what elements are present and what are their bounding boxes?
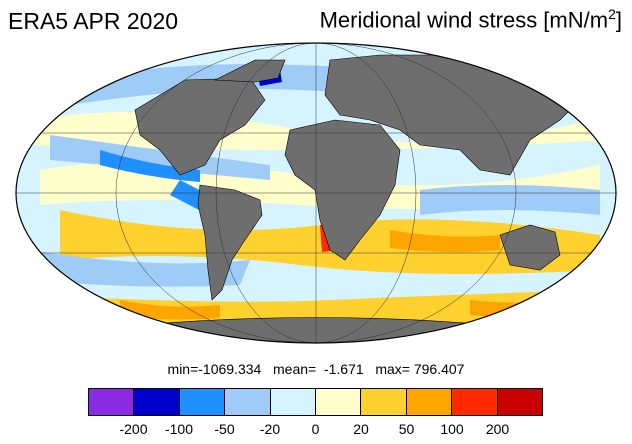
colorbar-tick-label: -100 <box>164 421 194 437</box>
colorbar-swatch-8 <box>452 389 498 415</box>
colorbar-tick-label: 100 <box>440 421 464 437</box>
dataset-title: ERA5 APR 2020 <box>8 8 179 34</box>
colorbar-tick-label: 0 <box>311 421 320 437</box>
colorbar-swatch-2 <box>179 389 226 415</box>
variable-title: Meridional wind stress [mN/m2] <box>319 6 622 33</box>
colorbar <box>88 388 543 416</box>
colorbar-tick-label: -20 <box>259 421 281 437</box>
world-map <box>15 42 617 344</box>
colorbar-tick-label: 200 <box>485 421 510 437</box>
colorbar-swatch-3 <box>225 389 271 415</box>
colorbar-swatch-7 <box>406 389 453 415</box>
colorbar-tick-label: -200 <box>119 421 148 437</box>
colorbar-swatch-6 <box>361 389 407 415</box>
colorbar-swatch-1 <box>134 389 180 415</box>
colorbar-tick-label: -50 <box>214 421 235 437</box>
colorbar-ticks: -200 -100 -50 -20 0 20 50 100 200 <box>0 421 632 441</box>
graticule <box>16 43 616 343</box>
colorbar-swatch-0 <box>89 389 135 415</box>
field-statistics: min=-1069.334 mean= -1.671 max= 796.407 <box>167 361 465 377</box>
globe-outline <box>15 42 617 344</box>
ocean-field <box>16 43 616 343</box>
colorbar-swatch-4 <box>270 389 317 415</box>
colorbar-swatch-9 <box>497 389 543 415</box>
colorbar-swatch-5 <box>316 389 362 415</box>
colorbar-tick-label: 20 <box>353 421 369 437</box>
colorbar-tick-label: 50 <box>398 421 415 437</box>
